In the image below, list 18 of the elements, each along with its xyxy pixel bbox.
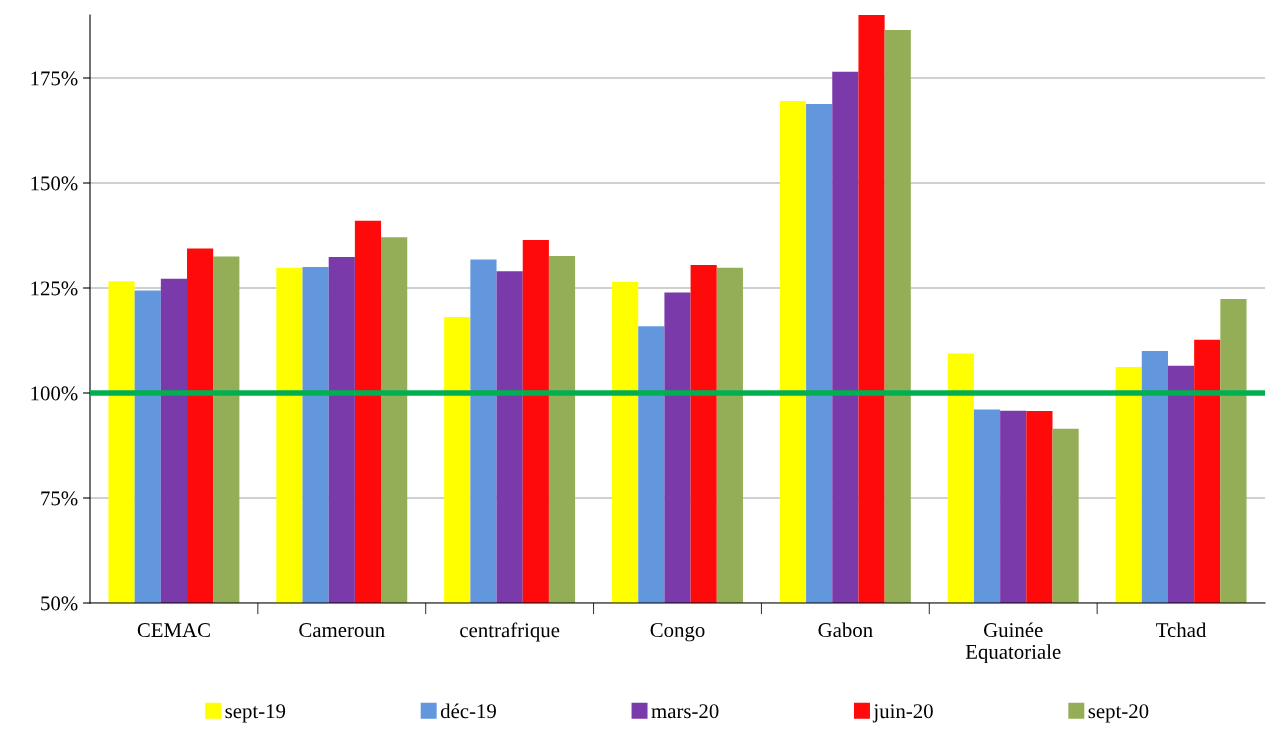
legend-label: mars-20 bbox=[651, 704, 719, 719]
x-tick-label: Gabon bbox=[818, 622, 873, 638]
x-tick-label: Congo bbox=[650, 623, 705, 642]
x-tick-label: CEMAC bbox=[137, 623, 210, 638]
y-tick-label: 150% bbox=[31, 176, 78, 191]
y-tick-label: 75% bbox=[41, 491, 78, 506]
legend-label: sept-20 bbox=[1088, 704, 1149, 723]
x-tick-label: centrafrique bbox=[460, 622, 560, 642]
y-tick-label: 125% bbox=[31, 281, 78, 296]
y-tick-label: 175% bbox=[31, 71, 78, 86]
y-tick-label: 50% bbox=[41, 596, 78, 611]
x-tick-label: Cameroun bbox=[299, 623, 385, 638]
y-tick-label: 100% bbox=[31, 386, 78, 401]
x-tick-label: Guinée Equatoriale bbox=[965, 622, 1061, 664]
legend-label: juin-20 bbox=[872, 704, 933, 723]
legend-label: sept-19 bbox=[225, 704, 286, 723]
legend-label: déc-19 bbox=[440, 703, 496, 719]
x-tick-label: Tchad bbox=[1156, 622, 1207, 638]
